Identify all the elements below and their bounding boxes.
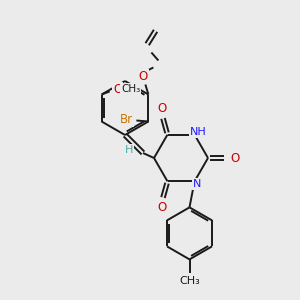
- Text: O: O: [113, 83, 122, 96]
- Text: N: N: [193, 179, 202, 189]
- Text: CH₃: CH₃: [121, 83, 140, 94]
- Text: O: O: [230, 152, 240, 164]
- Text: CH₃: CH₃: [179, 276, 200, 286]
- Text: H: H: [125, 145, 133, 155]
- Text: NH: NH: [190, 127, 207, 136]
- Text: Br: Br: [120, 113, 133, 126]
- Text: O: O: [158, 102, 167, 115]
- Text: O: O: [158, 201, 167, 214]
- Text: O: O: [139, 70, 148, 83]
